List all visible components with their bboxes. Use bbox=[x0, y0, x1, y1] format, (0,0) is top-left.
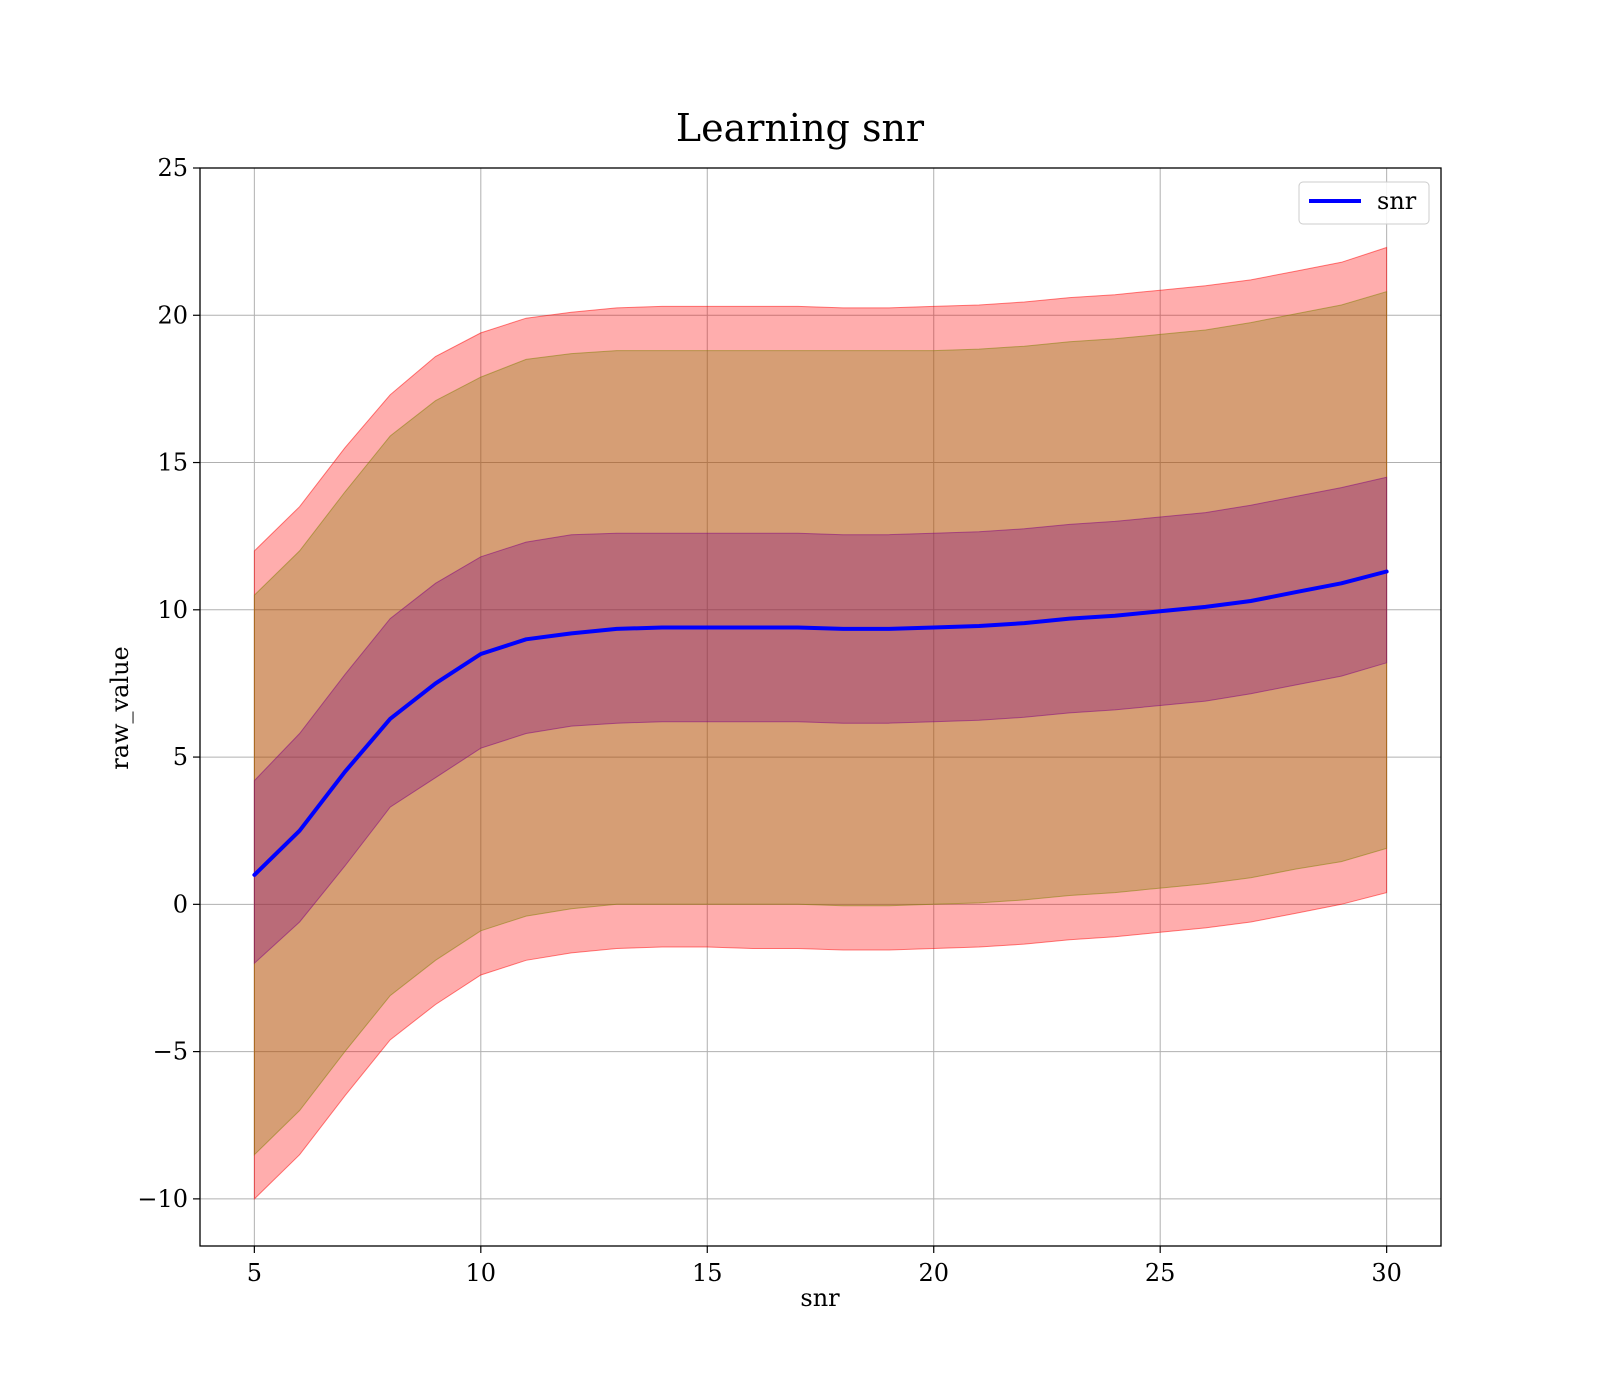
series-lines bbox=[252, 569, 1389, 877]
legend-label-snr: snr bbox=[1377, 187, 1417, 215]
x-tick-label: 30 bbox=[1371, 1259, 1402, 1287]
axis-ticks: 5 10 15 20 25 30 −10 −5 0 5 10 15 20 25 bbox=[137, 154, 1402, 1287]
y-tick-label: 0 bbox=[173, 890, 188, 918]
x-axis-label: snr bbox=[800, 1284, 840, 1312]
y-tick-label: 10 bbox=[157, 596, 188, 624]
x-tick-label: 5 bbox=[247, 1259, 262, 1287]
confidence-bands bbox=[253, 246, 1388, 1201]
legend: snr bbox=[1298, 181, 1430, 225]
chart-title: Learning snr bbox=[676, 106, 925, 150]
legend-box bbox=[1298, 181, 1430, 225]
plot-frame bbox=[199, 167, 1442, 1247]
band-1 bbox=[253, 246, 1388, 1201]
band-3 bbox=[253, 476, 1388, 965]
band-2 bbox=[253, 291, 1388, 1156]
y-tick-label: −10 bbox=[137, 1185, 188, 1213]
x-tick-label: 10 bbox=[466, 1259, 497, 1287]
y-tick-label: −5 bbox=[153, 1038, 188, 1066]
x-tick-label: 20 bbox=[918, 1259, 949, 1287]
y-tick-label: 25 bbox=[157, 154, 188, 182]
y-tick-label: 20 bbox=[157, 301, 188, 329]
x-tick-label: 15 bbox=[692, 1259, 723, 1287]
y-tick-label: 5 bbox=[173, 743, 188, 771]
y-axis-label: raw_value bbox=[106, 646, 134, 770]
series-line-snr bbox=[252, 569, 1389, 877]
x-tick-label: 25 bbox=[1145, 1259, 1176, 1287]
y-tick-label: 15 bbox=[157, 449, 188, 477]
